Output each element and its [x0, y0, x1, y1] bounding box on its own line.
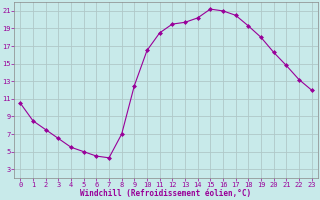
X-axis label: Windchill (Refroidissement éolien,°C): Windchill (Refroidissement éolien,°C) [80, 189, 252, 198]
